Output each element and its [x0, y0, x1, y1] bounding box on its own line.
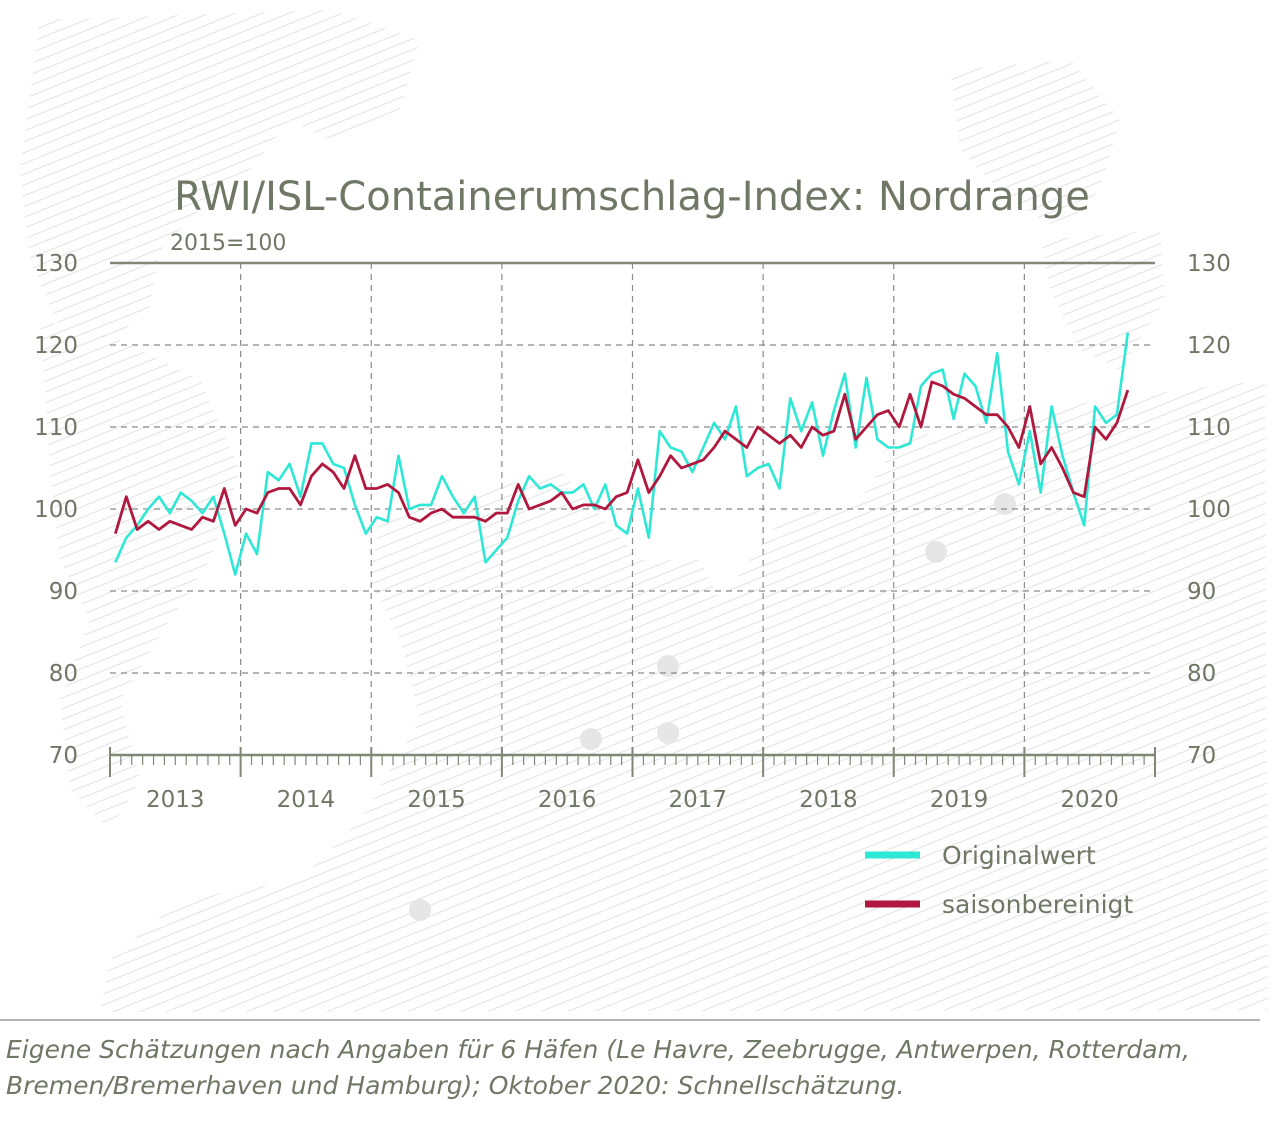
y-tick-label-right: 80 [1187, 661, 1216, 687]
x-tick-label: 2016 [538, 787, 597, 813]
y-tick-label-right: 110 [1187, 415, 1231, 441]
source-note: Eigene Schätzungen nach Angaben für 6 Hä… [6, 1035, 1190, 1100]
y-tick-label-left: 130 [34, 251, 78, 277]
y-tick-label-right: 130 [1187, 251, 1231, 277]
y-tick-label-right: 120 [1187, 333, 1231, 359]
y-tick-label-left: 70 [49, 743, 78, 769]
y-tick-label-right: 90 [1187, 579, 1216, 605]
axes: 70 70 80 80 90 90 100 100 110 110 120 120 130 130 2013… [34, 251, 1231, 813]
x-tick-label: 2015 [407, 787, 466, 813]
y-tick-label-left: 120 [34, 333, 78, 359]
legend-label-original: Originalwert [942, 841, 1096, 870]
legend: Originalwert saisonbereinigt [865, 841, 1133, 919]
x-tick-label: 2020 [1060, 787, 1119, 813]
series-line-saisonbereinigt [114, 380, 1130, 534]
chart-subtitle: 2015=100 [170, 231, 286, 256]
x-tick-label: 2017 [669, 787, 728, 813]
background-map [0, 10, 1268, 1021]
y-tick-label-left: 100 [34, 497, 78, 523]
y-tick-label-left: 90 [49, 579, 78, 605]
y-tick-label-right: 70 [1187, 743, 1216, 769]
grid [110, 263, 1155, 755]
x-tick-label: 2018 [799, 787, 858, 813]
chart-title: RWI/ISL-Containerumschlag-Index: Nordran… [174, 174, 1090, 220]
x-tick-label: 2019 [930, 787, 989, 813]
legend-label-seasonal: saisonbereinigt [942, 890, 1133, 919]
x-tick-label: 2014 [277, 787, 336, 813]
series-layer [114, 332, 1130, 576]
y-tick-label-left: 80 [49, 661, 78, 687]
x-tick-label: 2013 [146, 787, 205, 813]
y-tick-label-left: 110 [34, 415, 78, 441]
y-tick-label-right: 100 [1187, 497, 1231, 523]
